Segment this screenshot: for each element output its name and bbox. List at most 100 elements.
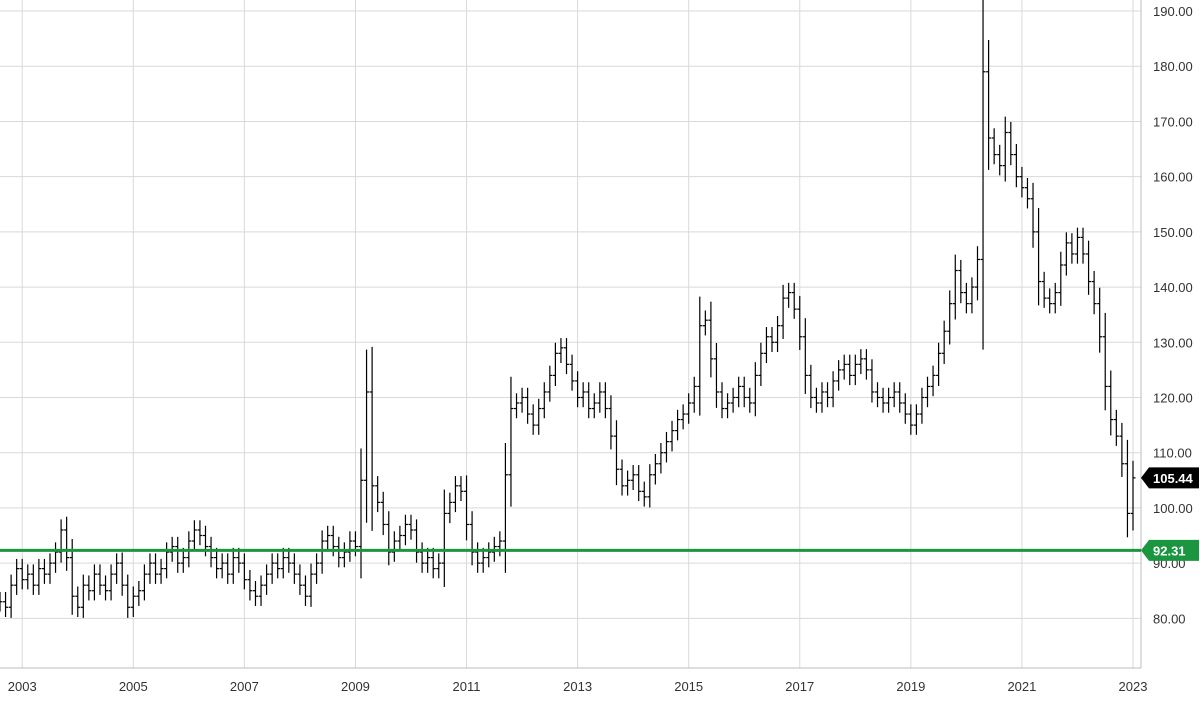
ohlc-bar — [508, 376, 514, 507]
ohlc-bar — [97, 564, 103, 595]
ohlc-bar — [230, 547, 236, 584]
ohlc-bar — [802, 318, 808, 394]
ohlc-bar — [1013, 143, 1019, 188]
ohlc-bar — [613, 420, 619, 486]
ohlc-bar — [1041, 271, 1047, 308]
ohlc-bar — [1108, 370, 1114, 436]
ohlc-bar — [936, 342, 942, 387]
ohlc-bar — [847, 354, 853, 386]
ohlc-bar — [514, 393, 520, 419]
ohlc-bar — [314, 553, 320, 584]
ohlc-bar — [575, 371, 581, 408]
ohlc-bar — [175, 536, 181, 573]
ohlc-bar — [780, 284, 786, 339]
x-tick-label: 2003 — [8, 679, 37, 694]
ohlc-bar — [863, 349, 869, 380]
ohlc-bar — [108, 564, 114, 601]
ohlc-bar — [1036, 208, 1042, 306]
ohlc-bar — [602, 382, 608, 419]
ohlc-bar — [225, 553, 231, 584]
plot-frame — [0, 0, 1142, 669]
ohlc-bar — [1086, 240, 1092, 295]
y-tick-label: 190.00 — [1153, 4, 1193, 19]
ohlc-bar — [880, 387, 886, 413]
ohlc-bar — [580, 382, 586, 408]
ohlc-bar — [141, 564, 147, 601]
y-tick-label: 110.00 — [1153, 446, 1192, 461]
ohlc-bar — [586, 382, 592, 419]
ohlc-bar — [758, 342, 764, 387]
ohlc-bar — [747, 387, 753, 413]
ohlc-bar — [25, 564, 31, 590]
ohlc-bar — [763, 327, 769, 364]
ohlc-bar — [541, 382, 547, 419]
y-tick-label: 170.00 — [1153, 114, 1193, 129]
ohlc-bar — [619, 459, 625, 496]
ohlc-bar — [153, 553, 159, 584]
ohlc-bar — [636, 465, 642, 502]
ohlc-bar — [958, 259, 964, 304]
ohlc-bar — [786, 282, 792, 308]
ohlc-bar — [58, 519, 64, 563]
ohlc-bar — [1102, 312, 1108, 411]
ohlc-bar — [19, 558, 25, 590]
ohlc-bar — [891, 382, 897, 408]
ohlc-bar — [813, 387, 819, 413]
ohlc-bar — [219, 553, 225, 579]
ohlc-bar — [414, 519, 420, 563]
ohlc-bar — [41, 558, 47, 584]
ohlc-bar — [252, 580, 258, 606]
ohlc-bar — [352, 531, 358, 557]
ohlc-bar — [164, 542, 170, 579]
ohlc-bar — [725, 393, 731, 419]
ohlc-bar — [430, 547, 436, 579]
y-axis: 80.0090.00100.00110.00120.00130.00140.00… — [1153, 4, 1193, 626]
ohlc-bar — [797, 295, 803, 351]
ohlc-bar — [775, 316, 781, 352]
x-axis: 2003 2005 2007 2009 2011 2013 2015 2017 2019 2021… — [8, 679, 1148, 694]
ohlc-bar — [286, 547, 292, 573]
y-tick-label: 160.00 — [1153, 170, 1193, 185]
ohlc-bar — [8, 574, 14, 618]
ohlc-bar — [86, 575, 92, 601]
support-price-badge: 92.31 — [1141, 539, 1199, 561]
ohlc-bar — [897, 382, 903, 413]
ohlc-bar — [291, 553, 297, 584]
ohlc-bar — [103, 575, 109, 601]
ohlc-bar — [441, 489, 447, 587]
ohlc-bar — [269, 553, 275, 584]
ohlc-bar — [80, 574, 86, 618]
x-tick-label: 2015 — [674, 679, 703, 694]
ohlc-bar — [247, 569, 253, 601]
ohlc-bar — [558, 338, 564, 364]
ohlc-bar — [902, 393, 908, 424]
ohlc-bar — [702, 310, 708, 336]
ohlc-bar — [464, 475, 470, 541]
ohlc-bar — [941, 320, 947, 364]
y-tick-label: 100.00 — [1153, 501, 1193, 516]
ohlc-bar — [713, 342, 719, 408]
ohlc-bar — [325, 525, 331, 551]
ohlc-bar — [625, 470, 631, 496]
ohlc-bar — [663, 431, 669, 463]
y-tick-label: 80.00 — [1153, 611, 1186, 626]
ohlc-bar — [358, 448, 364, 579]
ohlc-bar — [191, 520, 197, 551]
ohlc-bar — [997, 144, 1003, 176]
ohlc-bar — [741, 376, 747, 408]
ohlc-bar — [591, 393, 597, 419]
ohlc-bar — [919, 387, 925, 424]
support-price-badge-shape — [1141, 539, 1199, 561]
ohlc-bar — [986, 39, 992, 170]
price-bars — [0, 0, 1136, 618]
ohlc-bar — [402, 514, 408, 546]
x-tick-label: 2011 — [453, 679, 481, 694]
ohlc-bar — [536, 398, 542, 435]
ohlc-bar — [319, 530, 325, 574]
x-tick-label: 2007 — [230, 679, 259, 694]
ohlc-bar — [647, 464, 653, 508]
ohlc-bar — [1002, 116, 1008, 182]
ohlc-bar — [1069, 233, 1075, 264]
ohlc-bar — [14, 558, 20, 595]
